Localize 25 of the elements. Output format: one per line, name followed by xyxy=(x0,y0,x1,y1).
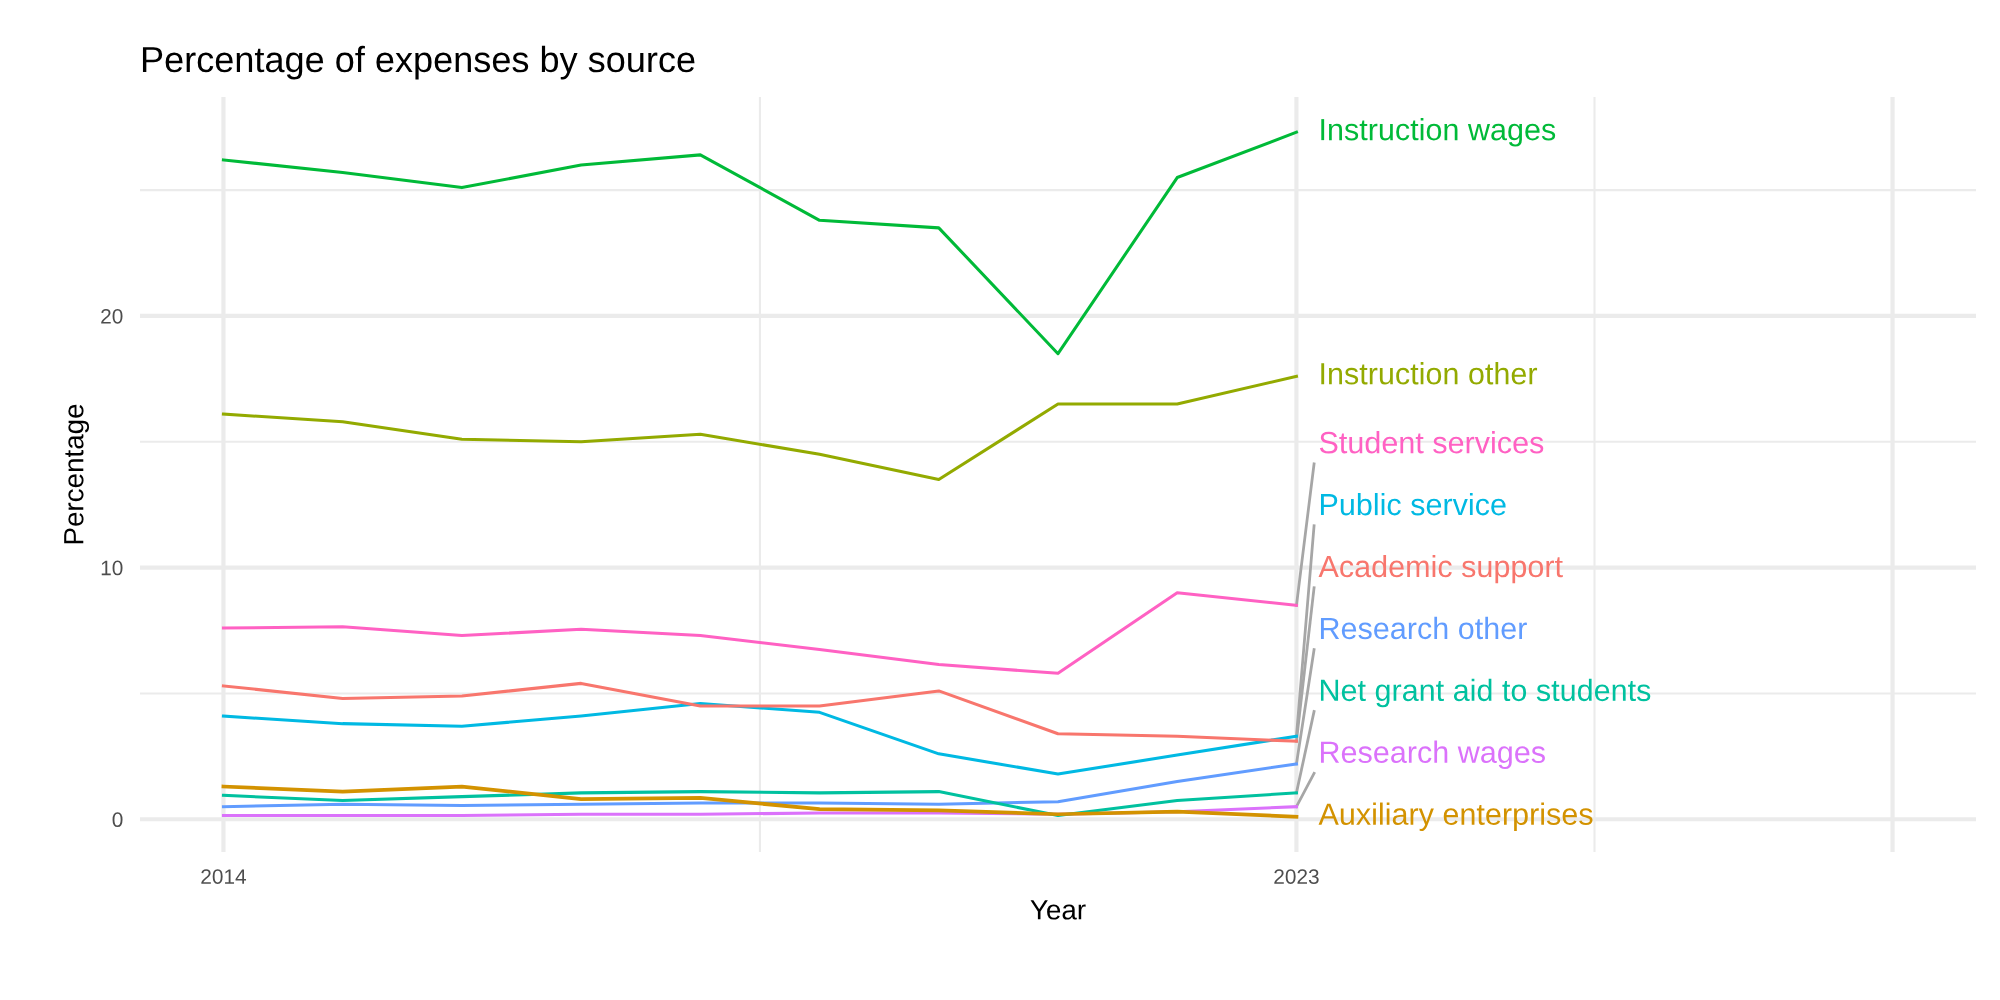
line-series xyxy=(221,784,1299,819)
x-axis-title: Year xyxy=(1030,900,1086,920)
line-series xyxy=(221,790,1298,818)
text: Public service xyxy=(1320,492,1506,516)
line-series xyxy=(221,130,1298,356)
text: Academic support xyxy=(1318,554,1563,584)
line-series xyxy=(221,591,1298,675)
y-tick-label: 10 xyxy=(101,560,123,576)
y-tick-label: 0 xyxy=(112,812,123,828)
x-tick-label: 2023 xyxy=(1274,869,1319,884)
line-series xyxy=(221,681,1298,743)
text: Student services xyxy=(1319,431,1544,454)
x-tick-label: 2014 xyxy=(201,869,247,884)
y-axis-title: Percentage xyxy=(64,404,90,544)
line-series xyxy=(221,374,1298,482)
y-tick-label: 20 xyxy=(101,308,123,324)
text: Net grant aid to students xyxy=(1320,678,1651,708)
line-series xyxy=(221,762,1298,809)
series-label: Research wages xyxy=(1320,740,1545,770)
text: Research other xyxy=(1320,616,1527,640)
series-label: Auxiliary enterprises xyxy=(1318,802,1593,832)
series-label: Instruction other xyxy=(1321,362,1538,385)
series-label: Instruction wages xyxy=(1321,117,1556,147)
line-series xyxy=(221,701,1298,776)
chart-title: Percentage of expenses by source xyxy=(142,45,695,80)
